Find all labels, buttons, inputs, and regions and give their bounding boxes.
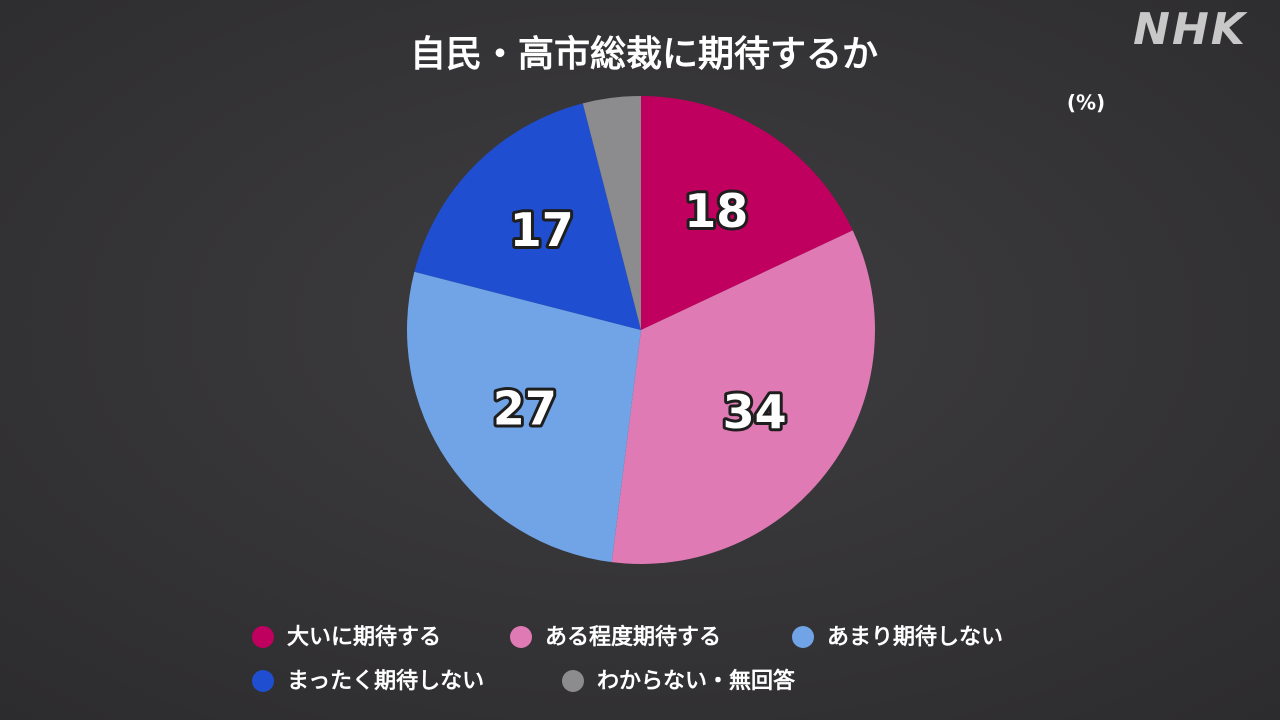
legend-marker <box>562 670 584 692</box>
pie-slice <box>641 96 853 330</box>
legend-marker <box>252 670 274 692</box>
chart-title: 自民・高市総裁に期待するか <box>410 34 878 75</box>
unit-label: (%) <box>1067 91 1105 115</box>
pie-slice <box>414 103 641 331</box>
data-label: 27 <box>493 381 557 435</box>
pie-slice <box>582 96 641 330</box>
pie-slice <box>407 271 641 563</box>
legend-marker <box>510 626 532 648</box>
legend-label: 大いに期待する <box>287 624 441 650</box>
legend-label: ある程度期待する <box>545 624 721 650</box>
logo: NHK <box>1133 4 1248 55</box>
legend-label: まったく期待しない <box>287 668 484 694</box>
legend-marker <box>252 626 274 648</box>
data-label: 18 <box>684 184 748 238</box>
data-label: 17 <box>510 203 574 257</box>
pie: 18 34 27 17 <box>407 96 876 565</box>
legend-label: あまり期待しない <box>827 624 1003 650</box>
legend-marker <box>792 626 814 648</box>
pie-slice <box>611 230 876 565</box>
data-label: 34 <box>723 385 787 439</box>
legend-label: わからない・無回答 <box>597 668 796 694</box>
